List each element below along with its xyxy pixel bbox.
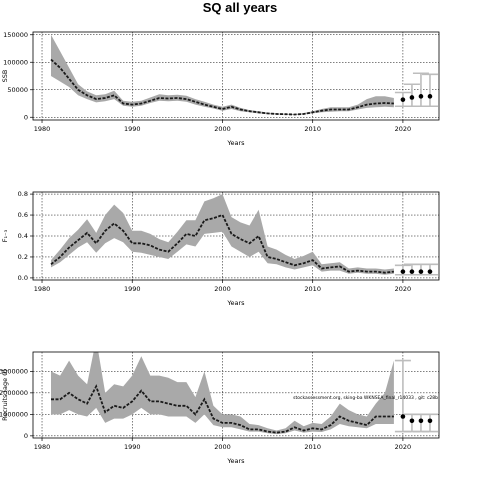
f-projection-point [409,269,415,274]
ssb-median-line [50,58,394,116]
recruits-frame [32,351,440,439]
ssb-y-tick-label: 100000 [3,58,28,66]
recruits-x-tick-label: 2010 [304,443,321,451]
recruits-annotation: stockassessment.org, sking-ba WKNSEA_fin… [293,395,438,401]
ssb-x-tick-label: 2020 [395,125,412,133]
ssb-x-tick-label: 1990 [124,125,141,133]
f-x-axis-label: Years [226,299,245,307]
recruits-panel: 1980 1990 2000 2010 2020 0 1000000 2000000 30000… [0,351,440,465]
recruits-y-tick-label: 1000000 [0,410,28,418]
recruits-x-tick-label: 2000 [214,443,231,451]
ssb-confidence-band [51,34,394,115]
ssb-frame [32,31,440,121]
f-x-tick-label: 2010 [304,285,321,293]
recruits-y-tick-label: 0 [24,432,28,440]
ssb-projection-point [400,97,406,102]
f-projection-point [418,269,424,274]
recruits-projection-point [418,418,424,424]
ssb-y-tick-label: 50000 [7,86,28,94]
ssb-projection-point [409,95,415,100]
f-y-tick-label: 0.8 [18,190,28,198]
f-plot-area [50,194,438,276]
ssb-y-tick-label: 0 [24,113,28,121]
f-projection-point [427,269,433,274]
ssb-plot-area [50,34,438,116]
recruits-x-tick-label: 2020 [395,443,412,451]
f-x-tick-label: 2000 [214,285,231,293]
recruits-y-tick-label: 2000000 [0,389,28,397]
ssb-x-axis-label: Years [226,139,245,147]
ssb-x-tick-label: 2010 [304,125,321,133]
recruits-median-line [51,384,394,434]
figure-title: SQ all years [203,0,277,15]
f-confidence-band [51,194,394,275]
f-x-tick-label: 2020 [395,285,412,293]
f-y-tick-label: 0.2 [18,253,28,261]
f-x-tick-label: 1980 [34,285,51,293]
ssb-x-tick-label: 1980 [34,125,51,133]
ssb-y-axis-label: SSB [1,70,9,83]
recruits-x-tick-label: 1990 [124,443,141,451]
ssb-panel: 1980 1990 2000 2010 2020 0 50000 100000 150000 Ye… [1,31,440,147]
ssb-projection-point [427,94,433,99]
ssb-x-tick-label: 2000 [214,125,231,133]
recruits-projection-point [409,418,415,424]
f-median-line [50,213,395,274]
f-y-axis-label: F₁₋₃ [1,229,9,242]
recruits-x-axis-label: Years [226,457,245,465]
recruits-projection-point [400,414,406,419]
recruits-plot-area [51,352,438,435]
f-projection-point [400,269,406,274]
recruits-x-tick-label: 1980 [34,443,51,451]
recruits-y-tick-label: 3000000 [0,367,28,375]
recruits-y-axis-label: Recruits (age 0) [1,369,9,421]
ssb-y-tick-label: 150000 [3,31,28,39]
recruits-confidence-band [51,352,394,435]
f-y-tick-label: 0.6 [18,211,28,219]
recruits-projection-point [427,418,433,424]
f-y-tick-label: 0.4 [18,232,28,240]
f-panel: 1980 1990 2000 2010 2020 0.0 0.2 0.4 0.6 0.8 Years… [1,190,440,307]
f-x-tick-label: 1990 [124,285,141,293]
f-y-tick-label: 0.0 [18,274,28,282]
ssb-projection-point [418,94,424,99]
